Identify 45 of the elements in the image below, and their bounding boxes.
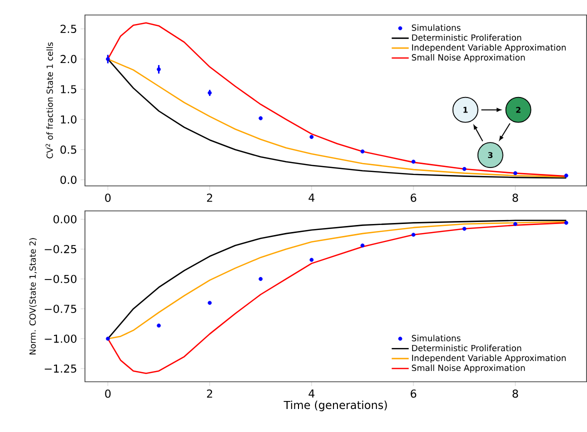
legend-label: Deterministic Proliferation — [412, 344, 522, 352]
point — [564, 220, 568, 225]
x-tick-label: 2 — [207, 194, 212, 202]
legend-label: Independent Variable Approximation — [412, 354, 566, 363]
y-tick-label: −0.50 — [44, 274, 76, 284]
y-axis-title: Norm. COV(State 1,State 2) — [29, 238, 37, 355]
x-tick-label: 6 — [410, 194, 416, 202]
point — [310, 258, 314, 262]
x-tick-label: 4 — [308, 390, 314, 398]
point — [513, 222, 518, 226]
point — [258, 277, 263, 282]
point — [106, 336, 110, 341]
legend-label: Independent Variable Approximation — [412, 44, 566, 52]
point — [462, 226, 466, 231]
point — [411, 232, 416, 237]
legend-label: Deterministic Proliferation — [412, 34, 522, 41]
y-tick-label: 2.5 — [60, 24, 76, 34]
y-tick-label: 2.0 — [60, 55, 76, 64]
x-tick-label: 8 — [512, 194, 518, 202]
legend-label: Small Noise Approximation — [412, 54, 525, 62]
y-tick-label: 0.5 — [60, 146, 76, 154]
point — [208, 301, 212, 305]
y-tick-label: −0.25 — [44, 245, 76, 254]
x-tick-label: 6 — [410, 390, 416, 398]
y-tick-label: 1.0 — [60, 115, 76, 124]
x-tick-label: 0 — [105, 194, 111, 202]
legend-label: Simulations — [412, 334, 460, 342]
y-tick-label: −1.25 — [44, 364, 76, 373]
y-tick-label: 0.0 — [60, 176, 76, 184]
y-tick-label: −1.00 — [44, 334, 76, 343]
point — [360, 244, 365, 248]
x-axis-title: Time (generations) — [284, 400, 387, 412]
y-tick-label: 1.5 — [60, 85, 76, 94]
legend-label: Small Noise Approximation — [412, 364, 525, 373]
x-tick-label: 2 — [207, 390, 212, 398]
x-tick-label: 8 — [512, 390, 518, 398]
line-series — [107, 222, 567, 374]
y-tick-label: −0.75 — [44, 304, 76, 314]
x-tick-label: 0 — [105, 390, 111, 398]
y-tick-label: 0.00 — [54, 215, 76, 224]
point — [156, 324, 161, 328]
x-tick-label: 4 — [308, 194, 314, 202]
line-series — [107, 22, 567, 177]
legend-label: Simulations — [412, 24, 460, 31]
y-axis-title: CV$^{2}$ of fraction State 1 cells — [46, 42, 53, 159]
